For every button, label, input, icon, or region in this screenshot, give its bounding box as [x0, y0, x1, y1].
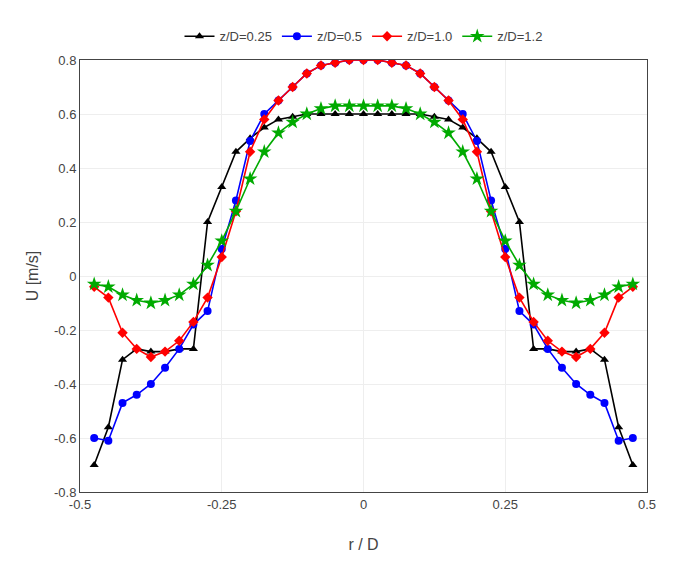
svg-text:-0.4: -0.4: [54, 377, 76, 392]
svg-text:0.5: 0.5: [638, 497, 656, 512]
svg-text:0.6: 0.6: [58, 107, 76, 122]
svg-text:0.2: 0.2: [58, 215, 76, 230]
svg-text:0.8: 0.8: [58, 53, 76, 68]
svg-text:U [m/s]: U [m/s]: [24, 251, 41, 302]
svg-text:0.25: 0.25: [493, 497, 518, 512]
svg-text:-0.8: -0.8: [54, 485, 76, 500]
svg-text:0.4: 0.4: [58, 161, 76, 176]
svg-text:z/D=1.2: z/D=1.2: [497, 29, 542, 44]
svg-text:-0.6: -0.6: [54, 431, 76, 446]
svg-text:z/D=0.25: z/D=0.25: [220, 29, 272, 44]
svg-text:-0.25: -0.25: [207, 497, 237, 512]
svg-text:z/D=1.0: z/D=1.0: [407, 29, 452, 44]
svg-text:-0.5: -0.5: [69, 497, 91, 512]
svg-text:-0.2: -0.2: [54, 323, 76, 338]
svg-text:z/D=0.5: z/D=0.5: [317, 29, 362, 44]
svg-text:0: 0: [69, 269, 76, 284]
svg-text:0: 0: [360, 497, 367, 512]
svg-text:r / D: r / D: [348, 536, 378, 553]
